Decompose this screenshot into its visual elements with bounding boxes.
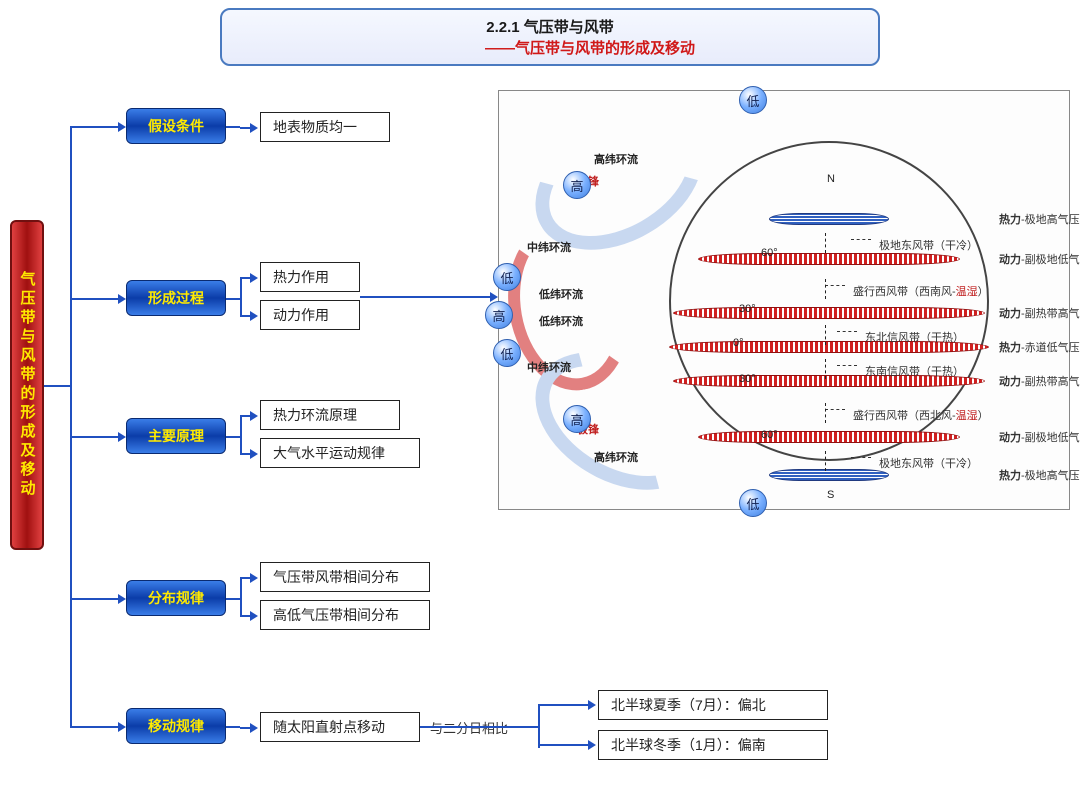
- category-c5: 移动规律: [126, 708, 226, 744]
- wind-label: 东北信风带（干热）: [865, 329, 964, 345]
- pressure-belt: [769, 469, 889, 481]
- pressure-belt: [698, 431, 960, 443]
- pressure-bubble: 低: [493, 263, 521, 291]
- belt-label: 动力-副热带高气压带（干热）: [999, 373, 1080, 389]
- connector: [538, 704, 540, 748]
- root-topic: 气压带与风带的形成及移动: [10, 220, 44, 550]
- wind-label: 盛行西风带（西北风-温湿）: [853, 407, 989, 423]
- leaf-box: 地表物质均一: [260, 112, 390, 142]
- circulation-label: 低纬环流: [539, 313, 583, 329]
- category-c2: 形成过程: [126, 280, 226, 316]
- connector: [44, 385, 70, 387]
- pressure-belt: [769, 213, 889, 225]
- outcome-box: 北半球夏季（7月）：偏北: [598, 690, 828, 720]
- pressure-bubble: 低: [739, 86, 767, 114]
- circulation-label: 高纬环流: [594, 449, 638, 465]
- south-label: S: [827, 489, 834, 501]
- belt-label: 动力-副极地低气压带（温湿）: [999, 251, 1080, 267]
- pressure-bubble: 高: [563, 171, 591, 199]
- wind-label: 东南信风带（干热）: [865, 363, 964, 379]
- leaf-box: 高低气压带相间分布: [260, 600, 430, 630]
- pressure-belt: [698, 253, 960, 265]
- circulation-diagram: 热力-极地高气压带（干冷）动力-副极地低气压带（温湿）动力-副热带高气压带（干热…: [498, 90, 1070, 510]
- belt-label: 动力-副极地低气压带（温湿）: [999, 429, 1080, 445]
- leaf-box: 热力作用: [260, 262, 360, 292]
- north-label: N: [827, 173, 835, 185]
- belt-label: 热力-极地高气压带（干冷）: [999, 211, 1080, 227]
- circulation-label: 中纬环流: [527, 239, 571, 255]
- connector: [70, 126, 72, 726]
- leaf-box: 动力作用: [260, 300, 360, 330]
- pressure-bubble: 高: [563, 405, 591, 433]
- wind-label: 盛行西风带（西南风-温湿）: [853, 283, 989, 299]
- connector: [420, 726, 538, 728]
- leaf-box: 随太阳直射点移动: [260, 712, 420, 742]
- pressure-bubble: 高: [485, 301, 513, 329]
- leaf-box: 热力环流原理: [260, 400, 400, 430]
- wind-label: 极地东风带（干冷）: [879, 237, 978, 253]
- circulation-label: 低纬环流: [539, 286, 583, 302]
- leaf-box: 气压带风带相间分布: [260, 562, 430, 592]
- leaf-box: 大气水平运动规律: [260, 438, 420, 468]
- category-c3: 主要原理: [126, 418, 226, 454]
- title-sub: ——气压带与风带的形成及移动: [322, 37, 858, 58]
- title-header: 2.2.1 气压带与风带 ——气压带与风带的形成及移动: [220, 8, 880, 66]
- category-c1: 假设条件: [126, 108, 226, 144]
- belt-label: 热力-赤道低气压带（湿热）: [999, 339, 1080, 355]
- arrow-icon: [490, 292, 498, 302]
- category-c4: 分布规律: [126, 580, 226, 616]
- latitude-label: 30°: [739, 373, 756, 385]
- latitude-label: 30°: [739, 303, 756, 315]
- pressure-belt: [673, 307, 985, 319]
- latitude-label: 60°: [761, 429, 778, 441]
- title-main: 2.2.1 气压带与风带: [242, 16, 858, 37]
- connector: [360, 296, 490, 298]
- pressure-bubble: 低: [493, 339, 521, 367]
- wind-label: 极地东风带（干冷）: [879, 455, 978, 471]
- latitude-label: 0°: [733, 337, 744, 349]
- outcome-box: 北半球冬季（1月）：偏南: [598, 730, 828, 760]
- pressure-bubble: 低: [739, 489, 767, 517]
- belt-label: 热力-极地高气压带（干冷）: [999, 467, 1080, 483]
- circulation-label: 高纬环流: [594, 151, 638, 167]
- circulation-label: 中纬环流: [527, 359, 571, 375]
- latitude-label: 60°: [761, 247, 778, 259]
- belt-label: 动力-副热带高气压带（干热）: [999, 305, 1080, 321]
